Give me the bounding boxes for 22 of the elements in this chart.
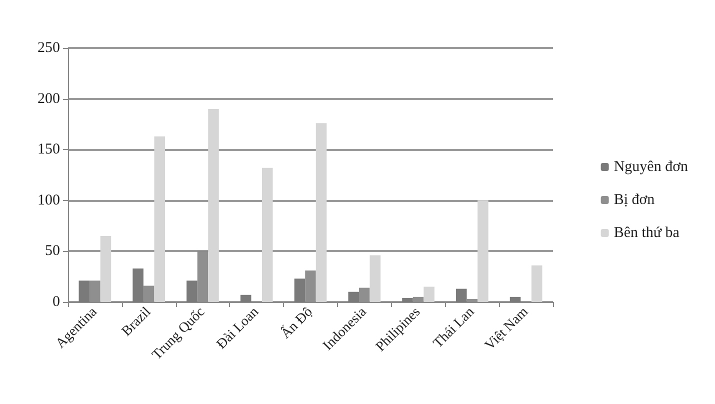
bar — [531, 265, 542, 302]
legend-label: Bên thứ ba — [614, 225, 680, 241]
bar — [100, 236, 112, 302]
bar — [478, 200, 488, 302]
legend-label: Nguyên đơn — [614, 159, 688, 175]
y-tick-label: 150 — [38, 142, 60, 158]
y-tick-label: 50 — [45, 243, 60, 260]
bar — [316, 123, 327, 302]
x-tick-label: Ấn Độ — [277, 303, 316, 342]
x-tick-label: Thái Lan — [430, 304, 478, 352]
legend-label: Bị đơn — [614, 192, 656, 208]
x-tick-label: Đài Loan — [214, 304, 262, 352]
y-tick-label: 100 — [38, 192, 60, 208]
x-tick-label: Việt Nam — [482, 304, 532, 354]
bar — [154, 136, 165, 302]
bar — [262, 168, 273, 302]
y-tick-label: 0 — [52, 294, 60, 310]
bar — [208, 108, 219, 302]
bar — [424, 286, 434, 302]
bar — [370, 255, 381, 302]
y-tick-label: 200 — [38, 90, 60, 107]
y-tick-label: 250 — [38, 40, 60, 56]
